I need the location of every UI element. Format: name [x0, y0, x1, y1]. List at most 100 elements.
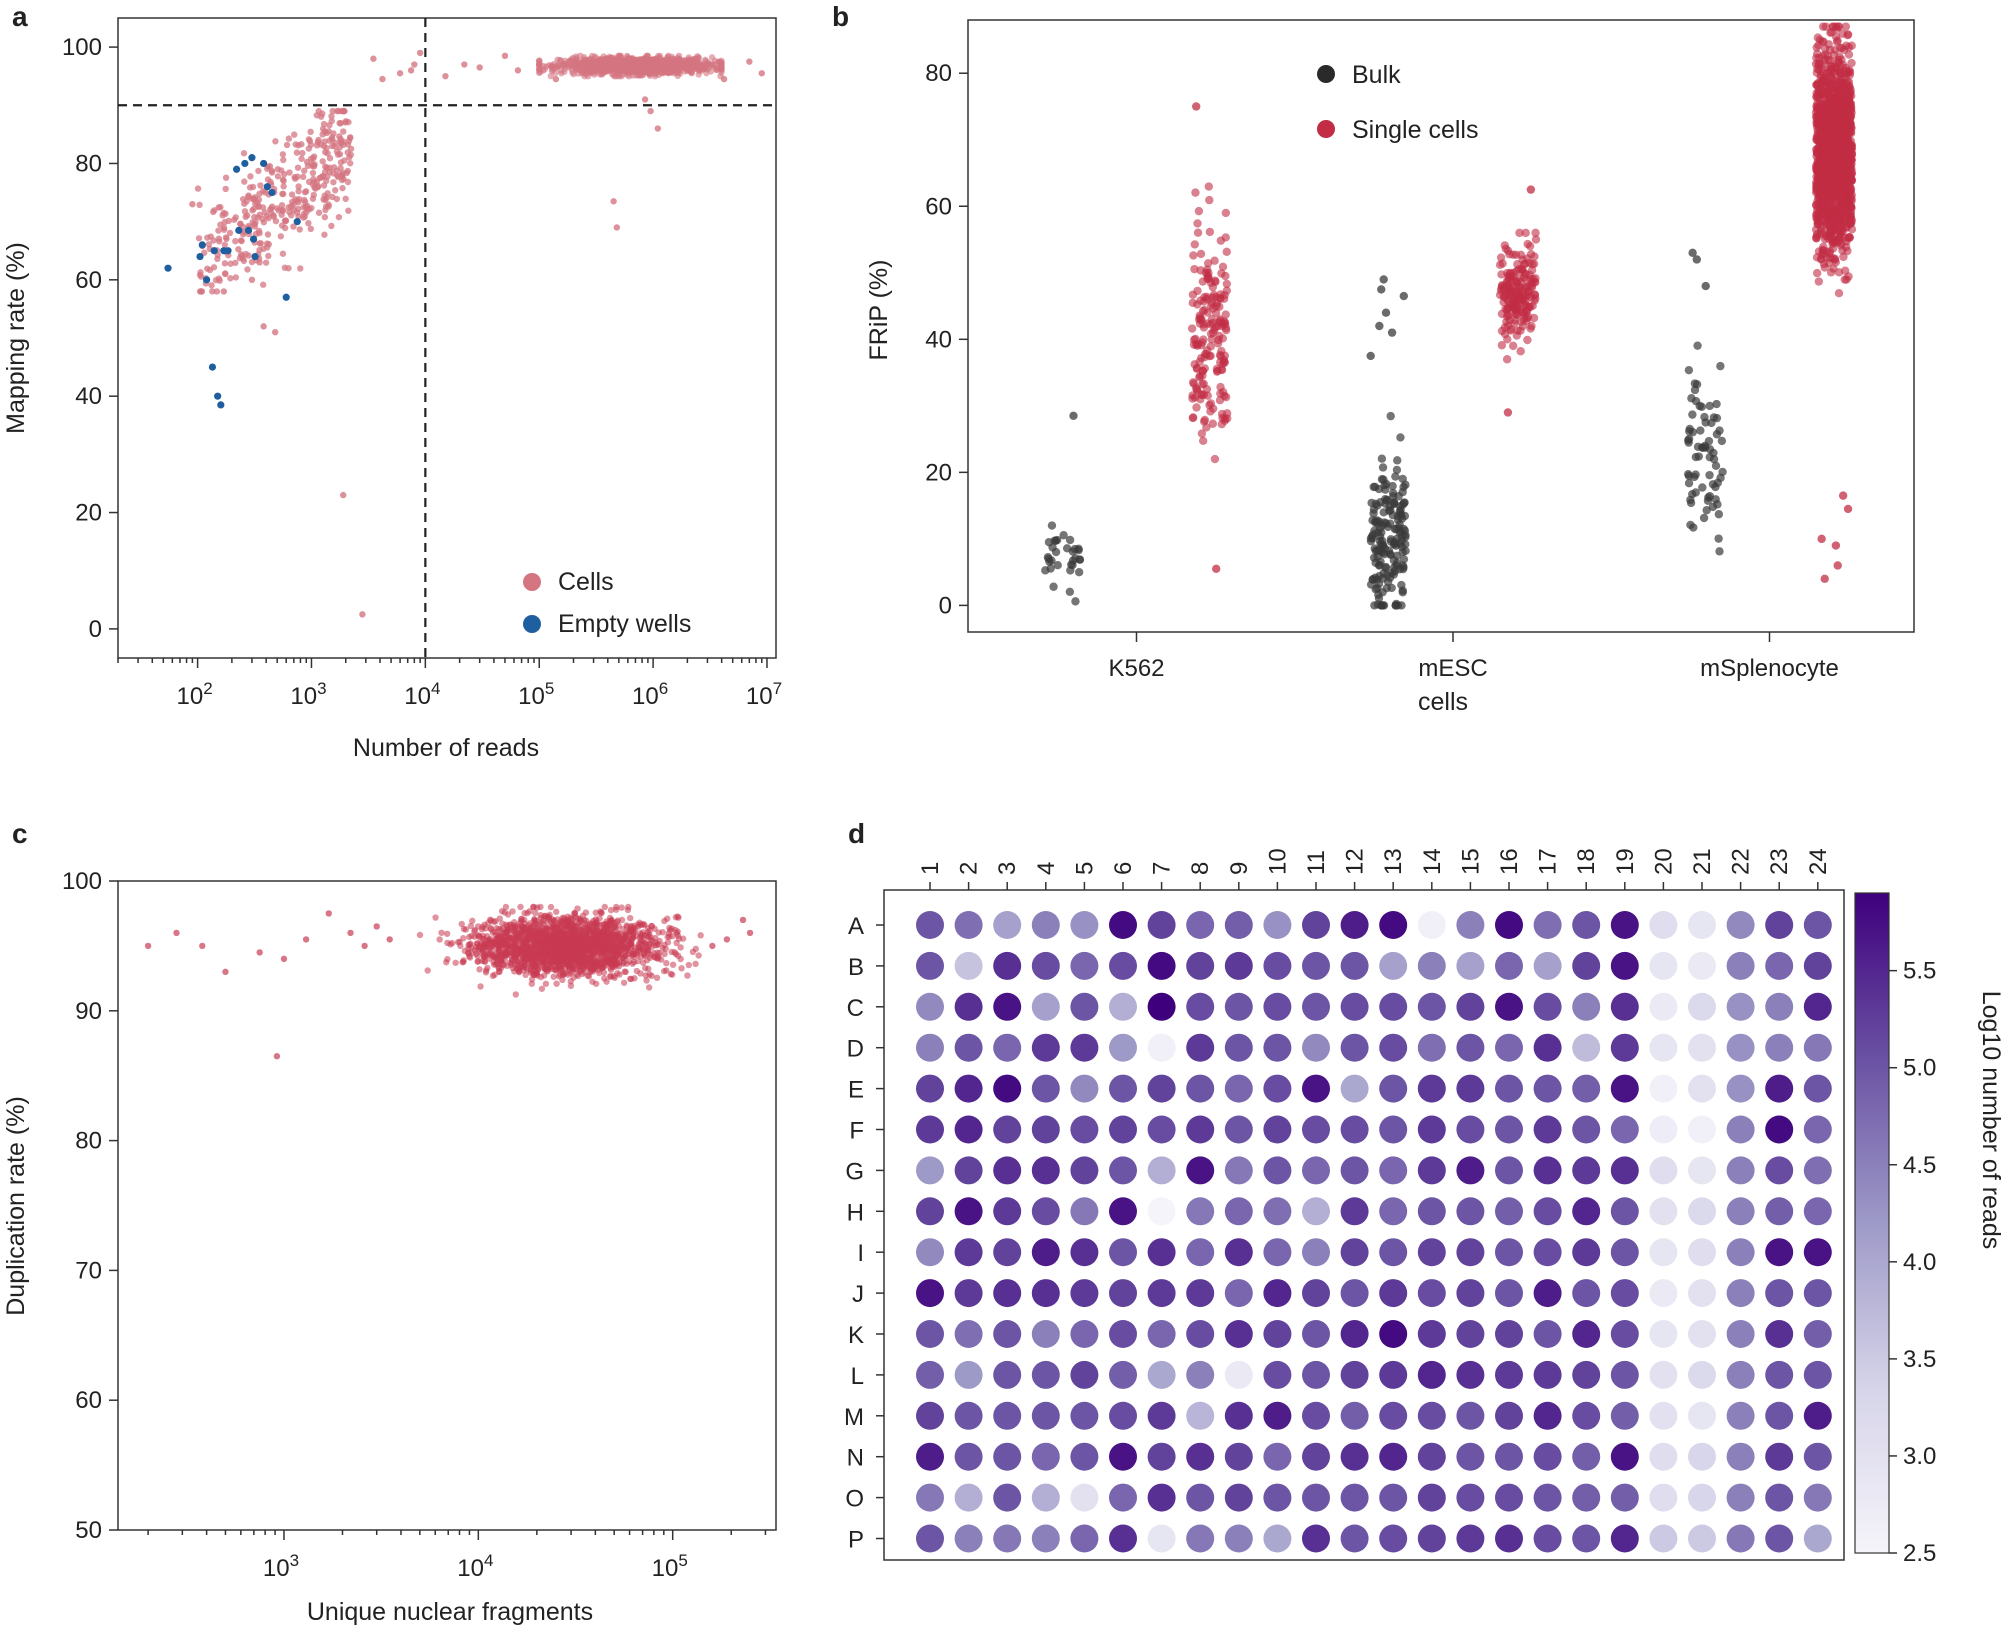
bulk-point [1062, 544, 1072, 553]
cell-point [344, 178, 352, 186]
cell-point [309, 169, 317, 177]
bulk-point [1708, 480, 1718, 489]
cell-point [257, 182, 264, 189]
panel-b-ylabel: FRiP (%) [865, 260, 893, 361]
cell-point [255, 167, 262, 175]
bulk-point [1375, 321, 1384, 331]
cell-point [241, 208, 249, 215]
bulk-point [1716, 361, 1725, 371]
cell-point [282, 217, 290, 224]
single-cell-point [1840, 116, 1849, 125]
cell-point [263, 244, 271, 251]
cell-point [293, 197, 300, 204]
cell-point [703, 69, 710, 77]
single-cell-point [1528, 301, 1537, 311]
bulk-point [1377, 601, 1386, 610]
cell-point [299, 149, 306, 157]
cell-point [298, 141, 305, 148]
bulk-point [1712, 430, 1722, 439]
cell-point [286, 169, 293, 176]
cell-point [198, 288, 206, 295]
tick-exponent: 3 [317, 679, 326, 698]
cell-point [675, 60, 682, 68]
cell-point [311, 178, 318, 186]
cell-point [238, 237, 245, 245]
bulk-point [1048, 543, 1057, 552]
single-cell-point [1826, 157, 1835, 167]
cell-point [654, 125, 662, 132]
legend-cells-label: Cells [558, 568, 614, 596]
bulk-point [1374, 590, 1383, 600]
single-cell-point [1208, 328, 1218, 337]
single-cell-point [1508, 341, 1518, 351]
single-cell-point [1205, 400, 1214, 410]
empty-well-point [282, 293, 290, 301]
cell-point [548, 63, 555, 70]
single-cell-point [1820, 574, 1829, 583]
bulk-point [1718, 467, 1727, 477]
category-label: K562 [1108, 655, 1164, 682]
bulk-point [1373, 546, 1382, 555]
cell-point [279, 151, 287, 158]
single-cell-point [1200, 415, 1210, 425]
y-tick-label: 20 [925, 459, 952, 486]
legend-single-marker [1317, 120, 1335, 138]
cell-point [370, 55, 377, 62]
cell-point [301, 167, 308, 174]
bulk-point [1385, 549, 1395, 559]
cell-point [536, 68, 544, 76]
bulk-point [1397, 601, 1406, 610]
single-cell-point [1199, 390, 1209, 400]
cell-point [256, 240, 263, 247]
single-cell-point [1837, 207, 1847, 216]
single-cell-point [1198, 436, 1208, 445]
dup-point [601, 903, 609, 911]
bulk-point [1069, 411, 1078, 421]
cell-point [320, 142, 328, 150]
bulk-point [1377, 285, 1386, 294]
single-cell-point [1202, 292, 1211, 301]
cell-point [226, 229, 234, 237]
panel-b-frame [967, 19, 1915, 633]
y-tick-label: 0 [89, 616, 102, 643]
single-cell-point [1513, 259, 1522, 269]
cell-point [194, 185, 202, 192]
single-cell-point [1527, 321, 1536, 331]
x-tick-label: 106 [632, 679, 668, 710]
single-cell-point [1505, 250, 1514, 259]
cell-point [210, 264, 218, 271]
single-cell-point [1503, 335, 1512, 344]
bulk-point [1075, 555, 1084, 564]
cell-point [333, 195, 341, 203]
empty-well-point [263, 183, 271, 191]
cell-point [220, 209, 227, 217]
cell-point [330, 130, 337, 137]
single-cell-point [1204, 268, 1213, 278]
cell-point [232, 237, 239, 245]
empty-well-point [214, 392, 222, 400]
cell-point [264, 165, 271, 172]
cell-point [222, 174, 230, 181]
cell-point [251, 213, 258, 221]
cell-point [252, 200, 259, 208]
bulk-point [1366, 580, 1376, 589]
bulk-point [1701, 281, 1710, 291]
cell-point [315, 209, 323, 216]
dup-point [528, 980, 535, 987]
single-cell-point [1531, 228, 1540, 238]
single-cell-point [1840, 275, 1849, 284]
bulk-point [1698, 483, 1707, 492]
cell-point [340, 128, 347, 135]
cell-point [274, 166, 281, 173]
bulk-point [1712, 399, 1721, 409]
single-cell-point [1193, 228, 1203, 237]
dup-point [674, 913, 681, 920]
single-cell-point [1216, 389, 1225, 398]
single-cell-point [1515, 228, 1524, 238]
empty-well-point [260, 159, 268, 168]
bulk-point [1374, 484, 1384, 494]
cell-point [320, 120, 328, 128]
empty-well-point [203, 276, 211, 284]
dup-point [469, 917, 476, 925]
